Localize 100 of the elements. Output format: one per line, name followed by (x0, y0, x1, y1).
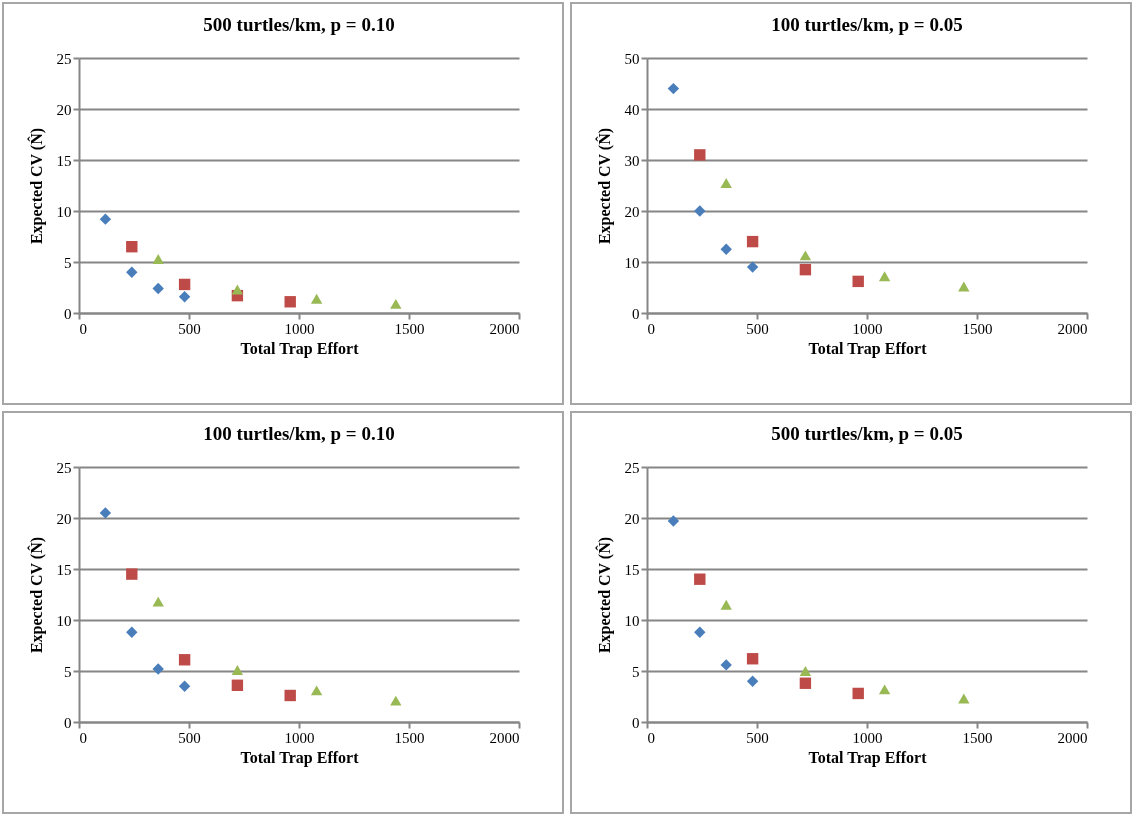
point (746, 261, 759, 273)
y-tick-label: 40 (624, 101, 640, 118)
chart-title: 100 turtles/km, p = 0.05 (771, 14, 963, 35)
chart-title: 100 turtles/km, p = 0.10 (203, 423, 395, 444)
x-tick-label: 2000 (489, 729, 520, 746)
x-tick-label: 1500 (394, 729, 425, 746)
point (284, 689, 296, 702)
x-tick-label: 0 (647, 320, 655, 337)
point (152, 282, 164, 295)
point (284, 296, 296, 308)
y-tick-label: 30 (624, 152, 640, 169)
x-tick-label: 0 (647, 729, 655, 746)
point (694, 626, 706, 638)
y-tick-label: 15 (56, 561, 72, 578)
point (390, 695, 402, 706)
point (152, 596, 164, 607)
point (799, 666, 812, 676)
y-tick-label: 20 (56, 101, 72, 118)
y-axis-title: Expected CV (N̂) (595, 127, 614, 245)
point (720, 178, 732, 188)
y-tick-label: 50 (624, 50, 640, 67)
point (231, 284, 244, 295)
x-tick-label: 1500 (962, 729, 993, 746)
x-tick-label: 2000 (1057, 320, 1088, 337)
point (852, 687, 864, 700)
x-axis-title: Total Trap Effort (240, 748, 360, 767)
point (178, 680, 191, 692)
point (310, 293, 323, 304)
point (231, 665, 244, 675)
point (667, 515, 680, 527)
point (178, 278, 191, 291)
point (799, 677, 812, 689)
point (126, 568, 138, 580)
y-tick-label: 10 (56, 203, 72, 220)
y-axis-title: Expected CV (N̂) (27, 536, 46, 654)
point (126, 266, 138, 278)
x-tick-label: 500 (178, 729, 201, 746)
y-tick-label: 25 (56, 50, 72, 67)
x-tick-label: 1000 (852, 320, 883, 337)
point (178, 654, 191, 666)
y-tick-label: 0 (632, 305, 640, 322)
y-tick-label: 25 (56, 459, 72, 476)
y-axis-title: Expected CV (N̂) (27, 127, 46, 245)
x-tick-label: 1500 (394, 320, 425, 337)
x-axis-title: Total Trap Effort (240, 339, 360, 358)
point (720, 599, 732, 610)
y-tick-label: 10 (624, 612, 640, 629)
y-tick-label: 15 (56, 152, 72, 169)
chart-title: 500 turtles/km, p = 0.10 (203, 14, 395, 35)
y-tick-label: 20 (56, 510, 72, 527)
x-tick-label: 1000 (284, 320, 315, 337)
x-tick-label: 1000 (284, 729, 315, 746)
x-tick-label: 500 (746, 320, 769, 337)
x-axis-title: Total Trap Effort (808, 339, 928, 358)
point (878, 271, 891, 282)
point (390, 298, 402, 309)
point (231, 679, 244, 691)
y-tick-label: 5 (64, 254, 72, 271)
y-tick-label: 15 (624, 561, 640, 578)
point (178, 290, 191, 303)
x-tick-label: 1000 (852, 729, 883, 746)
y-tick-label: 25 (624, 459, 640, 476)
point (746, 235, 759, 248)
x-tick-label: 1500 (962, 320, 993, 337)
chart-title: 500 turtles/km, p = 0.05 (771, 423, 963, 444)
point (99, 213, 112, 225)
point (799, 263, 812, 276)
point (694, 573, 706, 585)
y-tick-label: 20 (624, 510, 640, 527)
point (99, 507, 112, 519)
point (152, 254, 164, 264)
point (126, 626, 138, 638)
point (799, 250, 812, 261)
point (746, 675, 759, 687)
y-tick-label: 5 (64, 663, 72, 680)
y-tick-label: 0 (632, 714, 640, 731)
point (746, 653, 759, 665)
y-tick-label: 20 (624, 203, 640, 220)
x-tick-label: 2000 (489, 320, 520, 337)
point (310, 685, 323, 696)
point (720, 243, 732, 255)
x-tick-label: 500 (178, 320, 201, 337)
x-tick-label: 500 (746, 729, 769, 746)
point (152, 663, 164, 675)
y-tick-label: 0 (64, 305, 72, 322)
point (878, 684, 891, 695)
x-axis-title: Total Trap Effort (808, 748, 928, 767)
x-tick-label: 2000 (1057, 729, 1088, 746)
point (667, 82, 680, 95)
point (126, 241, 138, 253)
y-tick-label: 0 (64, 714, 72, 731)
point (720, 659, 732, 671)
y-tick-label: 10 (624, 254, 640, 271)
point (852, 275, 864, 288)
y-axis-title: Expected CV (N̂) (595, 536, 614, 654)
x-tick-label: 0 (79, 729, 87, 746)
x-tick-label: 0 (79, 320, 87, 337)
y-tick-label: 5 (632, 663, 640, 680)
y-tick-label: 10 (56, 612, 72, 629)
point (694, 205, 706, 217)
